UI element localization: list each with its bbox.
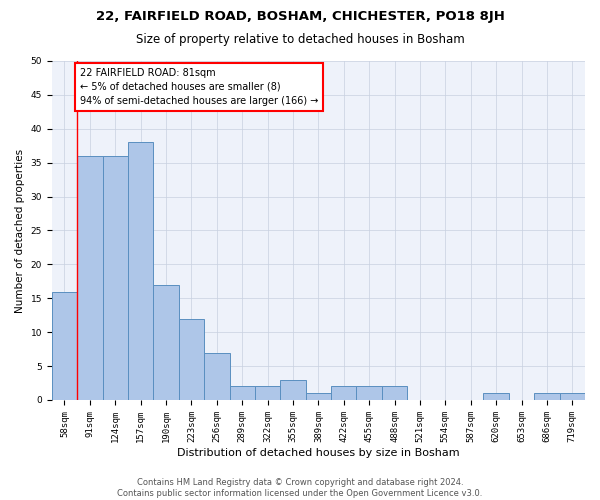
Bar xyxy=(230,386,255,400)
Bar xyxy=(52,292,77,400)
Text: 22, FAIRFIELD ROAD, BOSHAM, CHICHESTER, PO18 8JH: 22, FAIRFIELD ROAD, BOSHAM, CHICHESTER, … xyxy=(95,10,505,23)
Bar xyxy=(204,352,230,400)
Bar xyxy=(382,386,407,400)
Y-axis label: Number of detached properties: Number of detached properties xyxy=(15,148,25,312)
Bar xyxy=(534,393,560,400)
Text: Size of property relative to detached houses in Bosham: Size of property relative to detached ho… xyxy=(136,32,464,46)
Bar xyxy=(484,393,509,400)
Bar xyxy=(331,386,356,400)
X-axis label: Distribution of detached houses by size in Bosham: Distribution of detached houses by size … xyxy=(177,448,460,458)
Bar xyxy=(356,386,382,400)
Bar xyxy=(560,393,585,400)
Bar xyxy=(179,318,204,400)
Bar xyxy=(305,393,331,400)
Bar xyxy=(128,142,154,400)
Text: 22 FAIRFIELD ROAD: 81sqm
← 5% of detached houses are smaller (8)
94% of semi-det: 22 FAIRFIELD ROAD: 81sqm ← 5% of detache… xyxy=(80,68,318,106)
Bar xyxy=(103,156,128,400)
Bar xyxy=(280,380,305,400)
Text: Contains HM Land Registry data © Crown copyright and database right 2024.
Contai: Contains HM Land Registry data © Crown c… xyxy=(118,478,482,498)
Bar xyxy=(154,284,179,400)
Bar xyxy=(77,156,103,400)
Bar xyxy=(255,386,280,400)
